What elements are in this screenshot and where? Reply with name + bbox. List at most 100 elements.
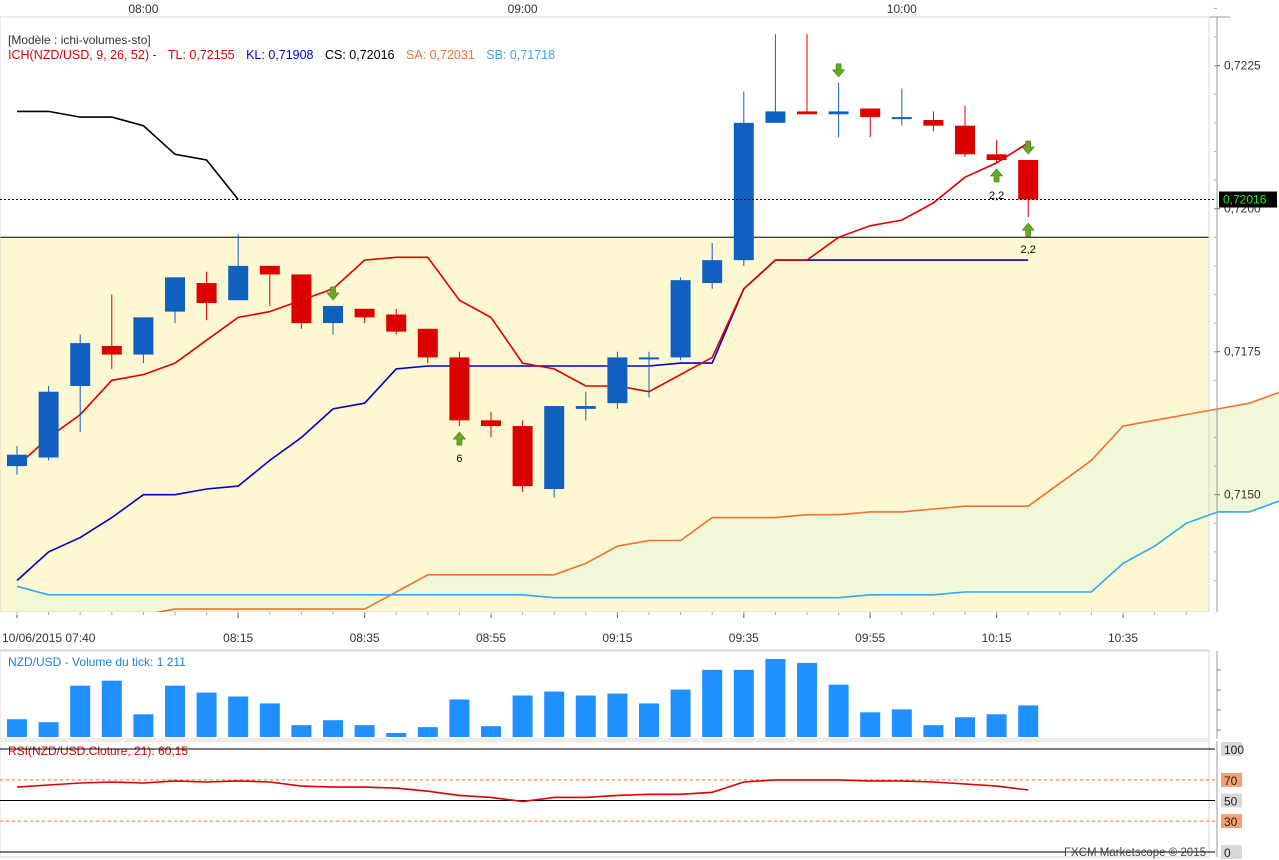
volume-bar — [323, 720, 343, 737]
top-time-label: 08:00 — [128, 2, 158, 16]
volume-bar — [417, 727, 438, 737]
candle-body — [165, 277, 185, 312]
rsi-level-label: 30 — [1224, 815, 1238, 829]
candle-body — [291, 274, 312, 324]
buy-signal-label: 2,2 — [1021, 244, 1036, 256]
volume-bar — [955, 717, 975, 737]
senkou-span-b-line — [16, 500, 1279, 599]
candle-body — [575, 406, 596, 409]
candle-body — [1018, 160, 1039, 200]
footer-copyright: FXCM Marketscope © 2015 — [1064, 847, 1206, 859]
volume-bar — [923, 725, 944, 737]
time-axis-band — [0, 612, 1279, 650]
bottom-time-label: 08:15 — [223, 631, 253, 645]
bottom-time-axis: 10/06/2015 07:40 08:15 08:35 08:55 09:15 09:3… — [2, 612, 1187, 645]
volume-bar — [544, 691, 565, 737]
volume-bar — [196, 692, 217, 737]
candle-body — [607, 357, 628, 404]
template-label: [Modèle : ichi-volumes-sto] — [8, 33, 151, 47]
sell-arrow-icon — [1021, 140, 1035, 155]
candlesticks — [7, 34, 1039, 498]
bottom-time-label: 09:55 — [855, 631, 885, 645]
sell-arrow-icon — [326, 286, 340, 301]
rsi-panel — [0, 740, 1210, 858]
candle-body — [702, 260, 723, 284]
volume-bar — [291, 725, 312, 737]
ichimoku-lines — [16, 110, 1279, 656]
volume-bar — [133, 714, 154, 737]
volume-bar — [70, 685, 91, 737]
candle-body — [639, 357, 659, 360]
buy-signal-label: 2,2 — [989, 190, 1004, 202]
rsi-level-tag — [1221, 845, 1242, 859]
volume-bar — [860, 712, 881, 737]
candle-body — [38, 391, 59, 458]
price-tick-label: 0,7175 — [1224, 345, 1261, 359]
span-b-value: SB: 0,71718 — [486, 48, 555, 62]
ichimoku-cloud — [0, 236, 1279, 655]
candle-body — [955, 125, 975, 155]
candle-body — [259, 265, 280, 275]
top-time-label: 10:00 — [887, 2, 917, 16]
current-price-tag: 0,72016 — [1219, 191, 1277, 208]
volume-bar — [733, 669, 754, 737]
candle-body — [7, 454, 27, 467]
bottom-time-label: 08:55 — [476, 631, 506, 645]
volume-bar — [797, 662, 817, 737]
volume-bar — [986, 714, 1007, 737]
volume-bar — [575, 695, 596, 737]
rsi-level-tag — [1221, 793, 1242, 808]
bottom-time-label: 10/06/2015 07:40 — [2, 631, 96, 645]
candle-body — [986, 154, 1007, 161]
bottom-time-label: 10:35 — [1108, 631, 1138, 645]
candle-body — [70, 343, 91, 387]
volume-title: NZD/USD - Volume du tick: 1 211 — [8, 655, 186, 669]
volume-bar — [165, 685, 185, 737]
span-a-value: SA: 0,72031 — [406, 48, 475, 62]
rsi-title: RSI(NZD/USD.Cloture, 21): 60,15 — [8, 744, 188, 758]
chikou-span-line — [17, 110, 239, 200]
bottom-time-label: 09:15 — [602, 631, 632, 645]
volume-bar — [354, 725, 375, 737]
rsi-level-label: 0 — [1224, 846, 1231, 860]
candle-body — [449, 357, 470, 421]
volume-bar — [891, 709, 912, 737]
volume-bar — [1018, 705, 1039, 737]
volume-bar — [828, 684, 849, 737]
candle-body — [923, 119, 944, 126]
sell-arrow-icon — [831, 63, 846, 78]
tenkan-sen-line — [16, 142, 1029, 467]
candle-body — [196, 283, 217, 304]
rsi-level-tag — [1221, 772, 1242, 787]
volume-bar — [481, 726, 501, 737]
volume-bars — [7, 651, 1221, 739]
buy-arrow-icon — [1021, 222, 1035, 237]
volume-bar — [449, 699, 470, 737]
candle-body — [860, 108, 881, 118]
current-price-label: 0,72016 — [1223, 193, 1267, 207]
cloud-fill — [17, 392, 1279, 655]
buy-signal-label: 6 — [456, 453, 462, 465]
candle-body — [417, 328, 438, 358]
candle-body — [133, 317, 154, 355]
rsi-line — [16, 779, 1029, 803]
volume-bar — [259, 703, 280, 737]
signal-arrows: 6 2,2 2,2 — [326, 63, 1036, 465]
tenkan-value: TL: 0,72155 — [168, 48, 235, 62]
volume-bar — [702, 669, 723, 737]
candle-body — [101, 345, 122, 355]
rsi-level-tag — [1221, 742, 1242, 756]
volume-bar — [607, 693, 628, 737]
price-tick-label: 0,7150 — [1224, 488, 1261, 502]
volume-bar — [101, 680, 122, 737]
bottom-time-label: 08:35 — [350, 631, 380, 645]
rsi-level-label: 100 — [1224, 743, 1244, 757]
candle-body — [323, 305, 343, 324]
kijun-value: KL: 0,71908 — [246, 48, 313, 62]
candle-body — [544, 406, 565, 489]
rsi-level-tag — [1221, 814, 1242, 829]
buy-arrow-icon — [452, 431, 467, 446]
volume-bar — [7, 719, 27, 737]
volume-bar — [228, 696, 249, 737]
